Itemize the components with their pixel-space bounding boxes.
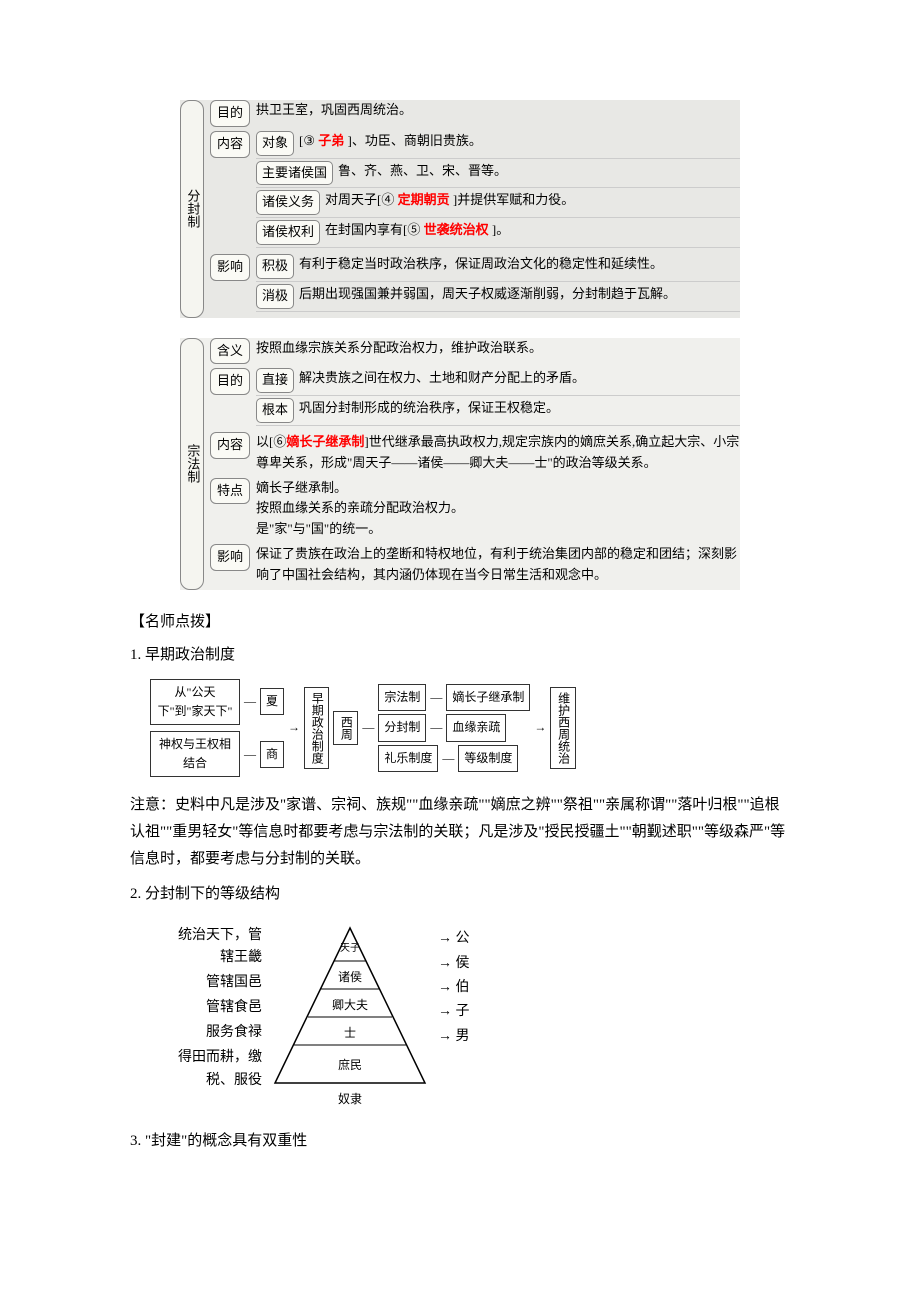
- rank-nan: → 男: [438, 1026, 470, 1048]
- rank-hou: → 侯: [438, 953, 470, 975]
- note-text: 注意：史料中凡是涉及"家谱、宗祠、族规""血缘亲疏""嫡庶之辨""祭祖""亲属称…: [130, 792, 790, 873]
- text-zhijie: 解决贵族之间在权力、土地和财产分配上的矛盾。: [299, 368, 740, 389]
- flow-xia: 夏: [260, 688, 284, 715]
- flow-zongfa: 宗法制: [378, 684, 426, 711]
- sub-jiji: 积极: [256, 254, 294, 279]
- pyr-left-2: 管辖食邑: [170, 997, 270, 1019]
- sub-zhijie: 直接: [256, 368, 294, 393]
- flow-fenfeng: 分封制: [378, 714, 426, 741]
- point1-title: 1. 早期政治制度: [130, 642, 790, 669]
- text-purpose: 拱卫王室，巩固西周统治。: [256, 100, 740, 121]
- flow-left-top: 从"公天下"到"家天下": [150, 679, 240, 725]
- diagram-zongfa: 宗法制 含义 按照血缘宗族关系分配政治权力，维护政治联系。 目的 直接 解决贵族…: [180, 338, 740, 590]
- label-content: 内容: [210, 131, 250, 158]
- flow-left-bot: 神权与王权相结合: [150, 731, 240, 777]
- flow-fenfeng-r: 血缘亲疏: [446, 714, 506, 741]
- label-mudi2: 目的: [210, 368, 250, 395]
- line-icon: —: [430, 688, 442, 707]
- arrow-icon: —: [244, 692, 256, 711]
- pyr-left-3: 服务食禄: [170, 1022, 270, 1044]
- root-fenfeng: 分封制: [180, 100, 204, 318]
- pyr-mid-3: 士: [344, 1026, 356, 1040]
- rank-gong: → 公: [438, 928, 470, 950]
- text-quanli: 在封国内享有[⑤ 世袭统治权 ]。: [325, 220, 740, 241]
- rank-zi: → 子: [438, 1001, 470, 1023]
- section-header: 【名师点拨】: [130, 610, 790, 634]
- text-yingxiang2: 保证了贵族在政治上的垄断和特权地位，有利于统治集团内部的稳定和团结；深刻影响了中…: [256, 544, 740, 586]
- label-purpose: 目的: [210, 100, 250, 127]
- text-neirong2: 以[⑥嫡长子继承制]世代继承最高执政权力,规定宗族内的嫡庶关系,确立起大宗、小宗…: [256, 432, 740, 474]
- pyr-mid-4: 庶民: [338, 1057, 362, 1072]
- arrow-icon: —: [244, 745, 256, 764]
- text-duixiang: [③ 子弟 ]、功臣、商朝旧贵族。: [299, 131, 740, 152]
- label-tedian: 特点: [210, 478, 250, 505]
- line-icon: —: [442, 749, 454, 768]
- sub-quanli: 诸侯权利: [256, 220, 320, 245]
- pyramid-svg: 天子 诸侯 卿大夫 士 庶民 奴隶: [270, 923, 430, 1113]
- flow-early: 早期政治制度: [304, 687, 329, 769]
- flow-zhou: 西周: [333, 711, 358, 745]
- flow-zongfa-r: 嫡长子继承制: [446, 684, 530, 711]
- flow-liyue: 礼乐制度: [378, 745, 438, 772]
- sub-zhuhou: 主要诸侯国: [256, 161, 333, 186]
- sub-genben: 根本: [256, 398, 294, 423]
- label-hanyi: 含义: [210, 338, 250, 365]
- pyr-mid-1: 诸侯: [338, 970, 362, 984]
- text-genben: 巩固分封制形成的统治秩序，保证王权稳定。: [299, 398, 740, 419]
- text-jiji: 有利于稳定当时政治秩序，保证周政治文化的稳定性和延续性。: [299, 254, 740, 275]
- text-zhuhou: 鲁、齐、燕、卫、宋、晋等。: [338, 161, 740, 182]
- pyr-mid-0: 天子: [340, 942, 360, 954]
- text-yiwu: 对周天子[④ 定期朝贡 ]并提供军赋和力役。: [325, 190, 740, 211]
- diagram-fenfeng: 分封制 目的 拱卫王室，巩固西周统治。 内容 对象 [③ 子弟 ]、功臣、商朝旧…: [180, 100, 740, 318]
- pyr-left-1: 管辖国邑: [170, 972, 270, 994]
- point3-title: 3. "封建"的概念具有双重性: [130, 1128, 790, 1155]
- pyr-left-4: 得田而耕，缴税、服役: [170, 1047, 270, 1092]
- label-impact: 影响: [210, 254, 250, 281]
- flow-diagram: 从"公天下"到"家天下" — 夏 神权与王权相结合 — 商 → 早期政治制度 西…: [150, 679, 790, 778]
- label-neirong2: 内容: [210, 432, 250, 459]
- flow-liyue-r: 等级制度: [458, 745, 518, 772]
- point2-title: 2. 分封制下的等级结构: [130, 881, 790, 908]
- tedian-line2: 按照血缘关系的亲疏分配政治权力。: [256, 498, 740, 519]
- pyr-left-0: 统治天下，管辖王畿: [170, 925, 270, 970]
- rank-bo: → 伯: [438, 977, 470, 999]
- text-hanyi: 按照血缘宗族关系分配政治权力，维护政治联系。: [256, 338, 740, 359]
- text-xiaoji: 后期出现强国兼并弱国，周天子权威逐渐削弱，分封制趋于瓦解。: [299, 284, 740, 305]
- arrow-icon: —: [362, 718, 374, 737]
- flow-shang: 商: [260, 741, 284, 768]
- root-zongfa: 宗法制: [180, 338, 204, 590]
- tedian-line1: 嫡长子继承制。: [256, 478, 740, 499]
- pyramid-diagram: 统治天下，管辖王畿 管辖国邑 管辖食邑 服务食禄 得田而耕，缴税、服役 天子 诸…: [170, 923, 790, 1113]
- line-icon: —: [430, 718, 442, 737]
- tedian-line3: 是"家"与"国"的统一。: [256, 519, 740, 540]
- pyr-mid-2: 卿大夫: [332, 998, 368, 1012]
- arrow-icon: →: [288, 718, 300, 737]
- arrow-icon: →: [534, 718, 546, 737]
- pyr-mid-5: 奴隶: [338, 1092, 362, 1106]
- sub-xiaoji: 消极: [256, 284, 294, 309]
- sub-duixiang: 对象: [256, 131, 294, 156]
- flow-right: 维护西周统治: [550, 687, 575, 769]
- label-yingxiang2: 影响: [210, 544, 250, 571]
- sub-yiwu: 诸侯义务: [256, 190, 320, 215]
